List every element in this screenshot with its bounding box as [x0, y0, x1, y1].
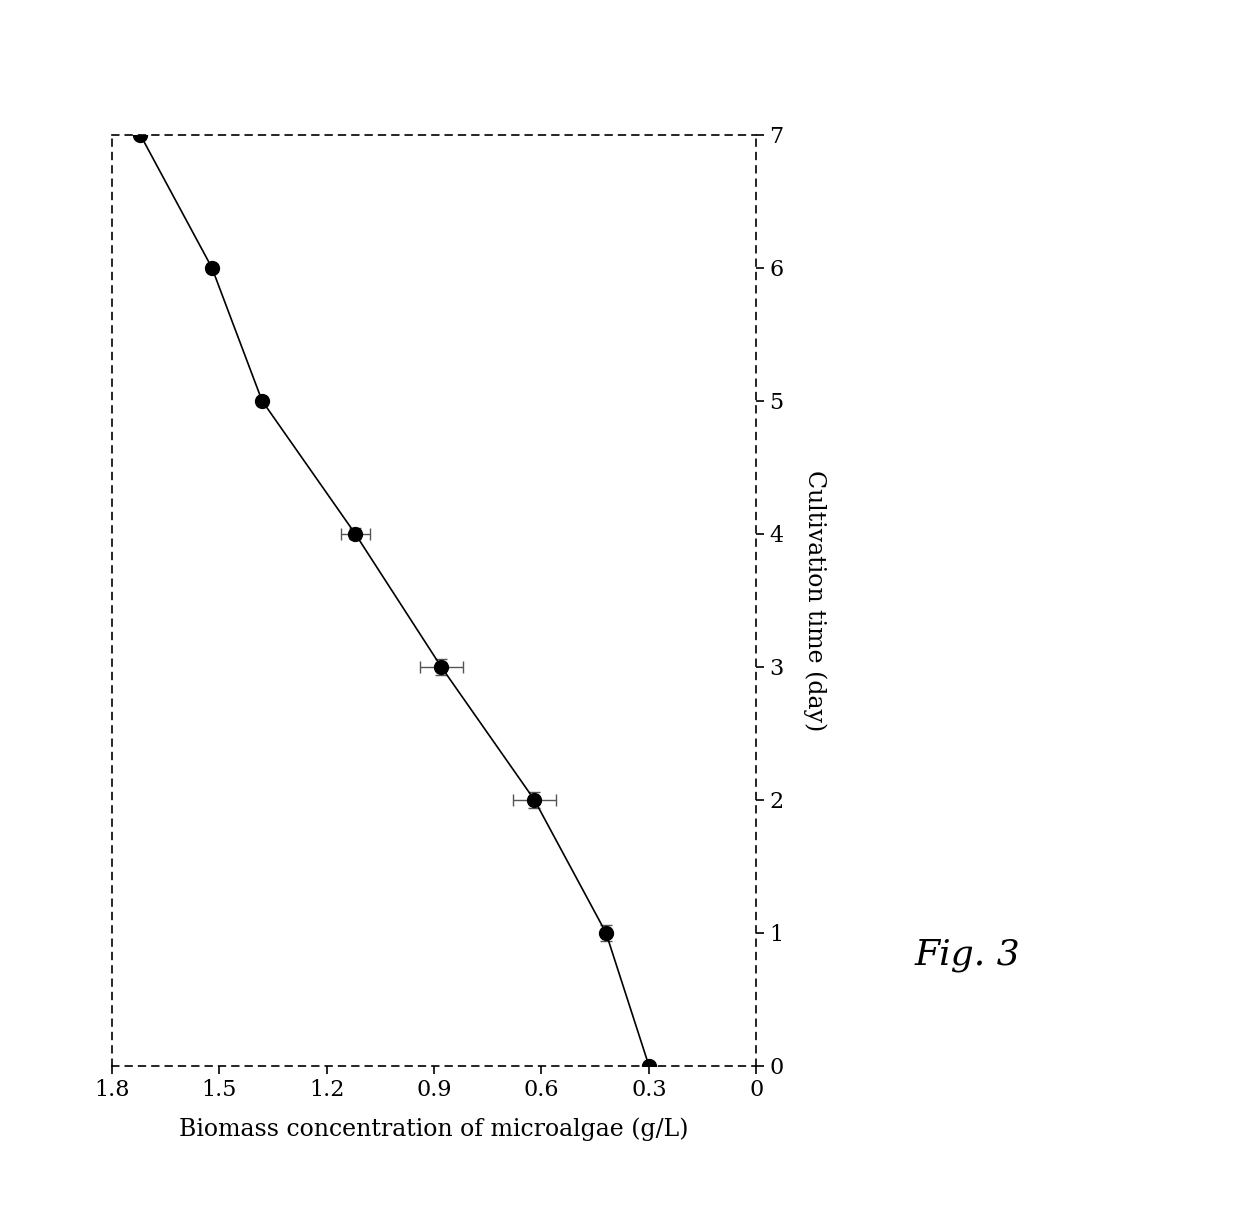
Text: Fig. 3: Fig. 3 [914, 938, 1021, 973]
Y-axis label: Cultivation time (day): Cultivation time (day) [804, 469, 827, 731]
X-axis label: Biomass concentration of microalgae (g/L): Biomass concentration of microalgae (g/L… [180, 1117, 688, 1142]
